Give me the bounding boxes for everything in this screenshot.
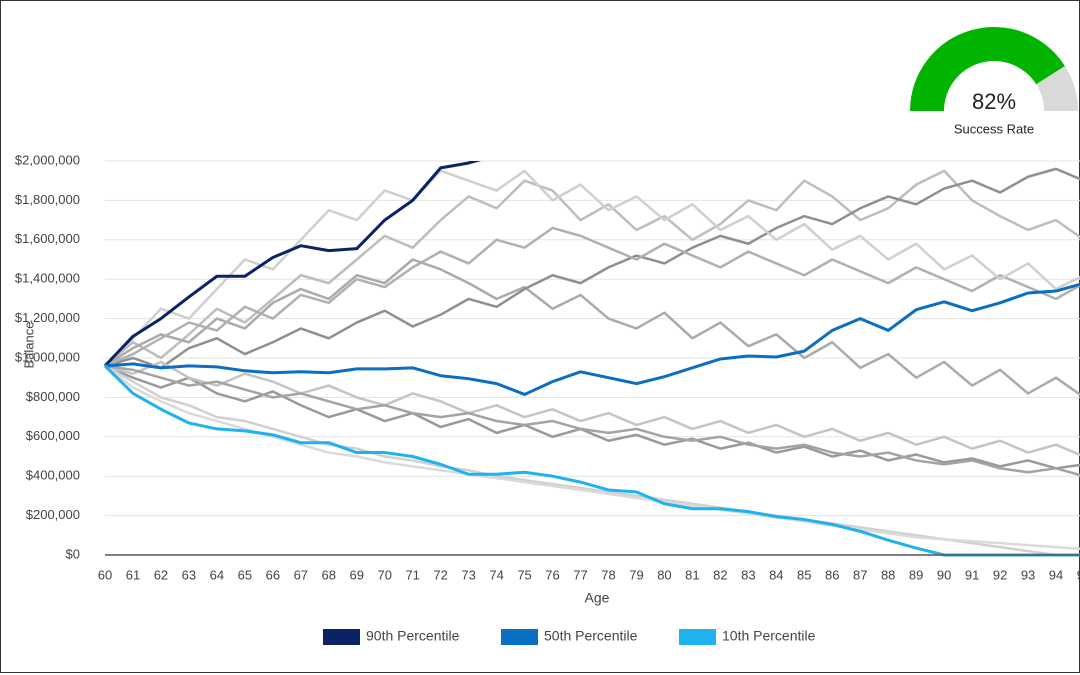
simulation-line (104, 364, 1080, 470)
gauge-value (910, 27, 1065, 111)
simulation-line (104, 360, 1080, 457)
x-tick-label: 94 (1049, 567, 1063, 582)
x-tick-label: 76 (545, 567, 559, 582)
x-tick-label: 91 (965, 567, 979, 582)
x-tick-label: 81 (685, 567, 699, 582)
percentile-line (103, 161, 482, 367)
x-axis-title: Age (585, 590, 610, 606)
x-tick-label: 93 (1021, 567, 1035, 582)
legend-label: 10th Percentile (722, 628, 816, 644)
x-tick-label: 60 (98, 567, 112, 582)
simulation-line (104, 169, 1080, 367)
x-tick-label: 88 (881, 567, 895, 582)
percentile-line (103, 364, 1080, 557)
legend-swatch (501, 629, 538, 645)
simulation-line (104, 226, 1080, 368)
legend-label: 50th Percentile (544, 628, 638, 644)
x-tick-label: 61 (126, 567, 140, 582)
x-tick-label: 63 (182, 567, 196, 582)
gauge-caption: Success Rate (954, 121, 1034, 136)
y-tick-label: $1,400,000 (15, 271, 80, 286)
simulation-line (104, 167, 1080, 370)
x-tick-label: 70 (377, 567, 391, 582)
simulation-line (104, 364, 1080, 477)
x-tick-label: 65 (238, 567, 252, 582)
x-tick-label: 80 (657, 567, 671, 582)
gauge-label: 82% (972, 89, 1016, 114)
legend-swatch (679, 629, 716, 645)
x-tick-label: 83 (741, 567, 755, 582)
x-tick-label: 84 (769, 567, 783, 582)
y-tick-label: $1,000,000 (15, 349, 80, 364)
y-tick-label: $1,600,000 (15, 231, 80, 246)
x-tick-label: 79 (629, 567, 643, 582)
x-tick-label: 75 (517, 567, 531, 582)
y-tick-label: $400,000 (26, 468, 80, 483)
y-tick-label: $1,200,000 (15, 310, 80, 325)
x-tick-label: 64 (210, 567, 224, 582)
x-tick-label: 95 (1077, 567, 1080, 582)
y-tick-label: $2,000,000 (15, 152, 80, 167)
simulation-line (104, 169, 1080, 367)
x-tick-label: 86 (825, 567, 839, 582)
x-tick-label: 77 (573, 567, 587, 582)
x-tick-label: 69 (350, 567, 364, 582)
x-tick-label: 66 (266, 567, 280, 582)
x-tick-label: 92 (993, 567, 1007, 582)
y-tick-label: $600,000 (26, 428, 80, 443)
x-tick-label: 68 (322, 567, 336, 582)
simulation-line (104, 364, 1080, 557)
legend-label: 90th Percentile (366, 628, 460, 644)
x-tick-label: 90 (937, 567, 951, 582)
simulation-line (104, 258, 1080, 397)
simulation-line (104, 364, 1080, 551)
x-tick-label: 85 (797, 567, 811, 582)
x-tick-label: 87 (853, 567, 867, 582)
x-tick-label: 72 (433, 567, 447, 582)
legend-swatch (323, 629, 360, 645)
x-tick-label: 62 (154, 567, 168, 582)
gauge-track (1036, 65, 1078, 111)
y-tick-label: $200,000 (26, 507, 80, 522)
x-tick-label: 71 (405, 567, 419, 582)
x-tick-label: 82 (713, 567, 727, 582)
y-tick-label: $1,800,000 (15, 192, 80, 207)
x-tick-label: 73 (461, 567, 475, 582)
percentile-line (104, 282, 1080, 396)
y-tick-label: $0 (66, 546, 80, 561)
y-tick-label: $800,000 (26, 389, 80, 404)
x-tick-label: 74 (489, 567, 503, 582)
x-tick-label: 89 (909, 567, 923, 582)
x-tick-label: 67 (294, 567, 308, 582)
x-tick-label: 78 (601, 567, 615, 582)
y-axis-title: Balance (21, 322, 36, 369)
